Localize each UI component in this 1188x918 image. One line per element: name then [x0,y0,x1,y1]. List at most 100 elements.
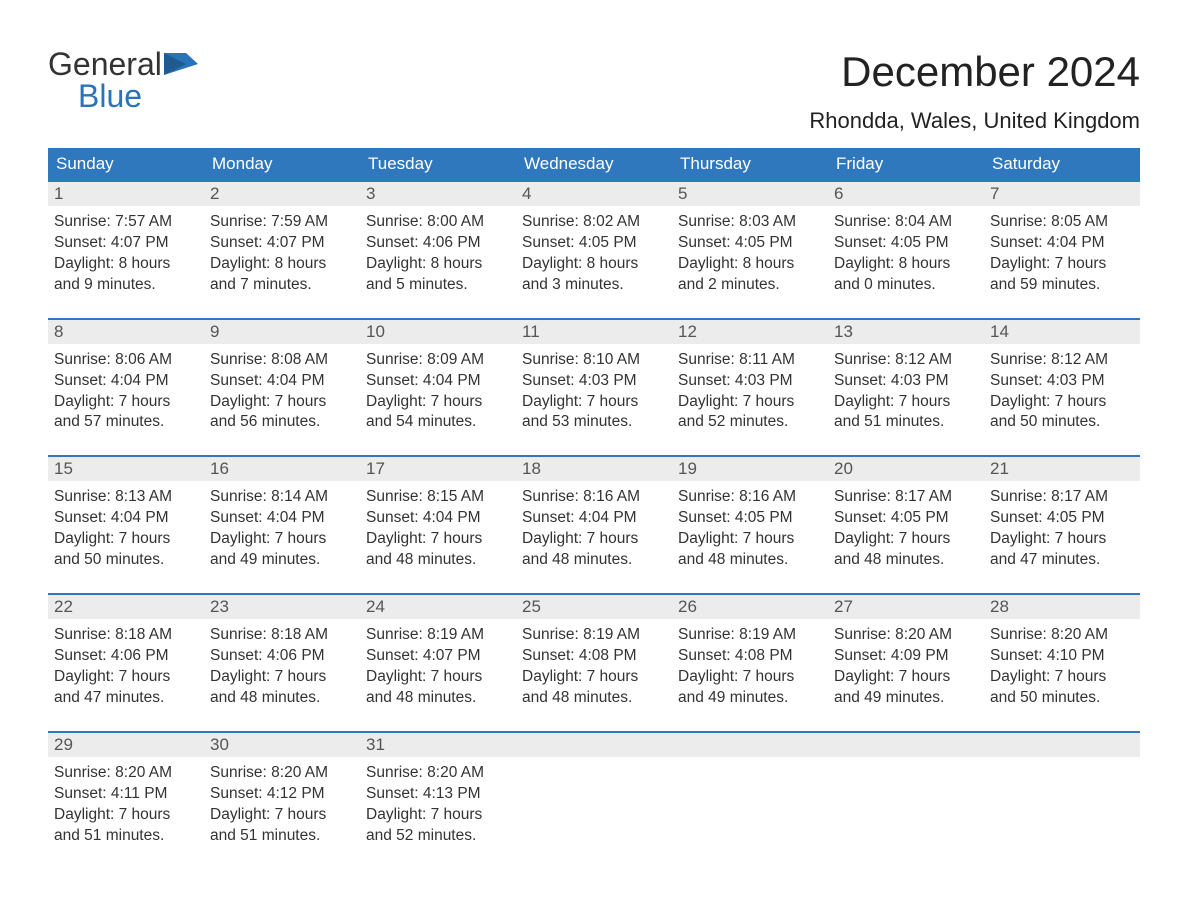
day-body: Sunrise: 8:20 AMSunset: 4:11 PMDaylight:… [48,757,204,851]
weekday-cell: Sunday [48,148,204,180]
daylight-line-2: and 50 minutes. [990,688,1134,709]
day-number: 24 [360,595,516,619]
sunrise-line: Sunrise: 8:10 AM [522,350,666,371]
sunset-line: Sunset: 4:05 PM [990,508,1134,529]
day-cell: 13Sunrise: 8:12 AMSunset: 4:03 PMDayligh… [828,320,984,438]
day-body: Sunrise: 8:15 AMSunset: 4:04 PMDaylight:… [360,481,516,575]
daylight-line-1: Daylight: 7 hours [210,529,354,550]
daylight-line-2: and 52 minutes. [678,412,822,433]
sunrise-line: Sunrise: 7:57 AM [54,212,198,233]
weekday-cell: Thursday [672,148,828,180]
logo: General Blue [48,48,198,112]
day-cell: 30Sunrise: 8:20 AMSunset: 4:12 PMDayligh… [204,733,360,851]
sunset-line: Sunset: 4:06 PM [366,233,510,254]
sunrise-line: Sunrise: 8:19 AM [366,625,510,646]
day-cell: 21Sunrise: 8:17 AMSunset: 4:05 PMDayligh… [984,457,1140,575]
daylight-line-1: Daylight: 7 hours [990,529,1134,550]
weekday-cell: Wednesday [516,148,672,180]
sunset-line: Sunset: 4:13 PM [366,784,510,805]
day-cell: 26Sunrise: 8:19 AMSunset: 4:08 PMDayligh… [672,595,828,713]
sunset-line: Sunset: 4:09 PM [834,646,978,667]
day-body: Sunrise: 8:13 AMSunset: 4:04 PMDaylight:… [48,481,204,575]
day-body: Sunrise: 8:17 AMSunset: 4:05 PMDaylight:… [984,481,1140,575]
day-cell: 22Sunrise: 8:18 AMSunset: 4:06 PMDayligh… [48,595,204,713]
daylight-line-2: and 48 minutes. [366,688,510,709]
daylight-line-1: Daylight: 7 hours [54,392,198,413]
sunrise-line: Sunrise: 8:14 AM [210,487,354,508]
sunset-line: Sunset: 4:10 PM [990,646,1134,667]
daylight-line-1: Daylight: 7 hours [54,805,198,826]
day-number [672,733,828,757]
daylight-line-1: Daylight: 7 hours [54,667,198,688]
daylight-line-1: Daylight: 7 hours [366,392,510,413]
daylight-line-1: Daylight: 7 hours [522,667,666,688]
day-cell: 14Sunrise: 8:12 AMSunset: 4:03 PMDayligh… [984,320,1140,438]
weekday-header-row: Sunday Monday Tuesday Wednesday Thursday… [48,148,1140,180]
day-number: 14 [984,320,1140,344]
day-number: 29 [48,733,204,757]
sunrise-line: Sunrise: 8:17 AM [834,487,978,508]
daylight-line-2: and 51 minutes. [834,412,978,433]
weekday-cell: Tuesday [360,148,516,180]
daylight-line-2: and 9 minutes. [54,275,198,296]
day-number: 9 [204,320,360,344]
day-number: 27 [828,595,984,619]
day-body: Sunrise: 8:20 AMSunset: 4:09 PMDaylight:… [828,619,984,713]
daylight-line-1: Daylight: 7 hours [522,529,666,550]
sunrise-line: Sunrise: 8:20 AM [990,625,1134,646]
day-cell: 31Sunrise: 8:20 AMSunset: 4:13 PMDayligh… [360,733,516,851]
day-number: 17 [360,457,516,481]
daylight-line-2: and 49 minutes. [834,688,978,709]
sunrise-line: Sunrise: 8:02 AM [522,212,666,233]
daylight-line-1: Daylight: 7 hours [366,529,510,550]
daylight-line-1: Daylight: 7 hours [834,667,978,688]
day-body: Sunrise: 8:20 AMSunset: 4:13 PMDaylight:… [360,757,516,851]
day-body: Sunrise: 8:19 AMSunset: 4:08 PMDaylight:… [516,619,672,713]
day-body: Sunrise: 8:14 AMSunset: 4:04 PMDaylight:… [204,481,360,575]
sunset-line: Sunset: 4:05 PM [522,233,666,254]
day-body: Sunrise: 7:57 AMSunset: 4:07 PMDaylight:… [48,206,204,300]
day-cell: 20Sunrise: 8:17 AMSunset: 4:05 PMDayligh… [828,457,984,575]
sunset-line: Sunset: 4:11 PM [54,784,198,805]
day-cell: 29Sunrise: 8:20 AMSunset: 4:11 PMDayligh… [48,733,204,851]
sunset-line: Sunset: 4:04 PM [990,233,1134,254]
sunrise-line: Sunrise: 8:20 AM [54,763,198,784]
weekday-cell: Monday [204,148,360,180]
day-cell [828,733,984,851]
week-row: 8Sunrise: 8:06 AMSunset: 4:04 PMDaylight… [48,318,1140,438]
daylight-line-2: and 59 minutes. [990,275,1134,296]
day-number: 5 [672,182,828,206]
weeks-container: 1Sunrise: 7:57 AMSunset: 4:07 PMDaylight… [48,180,1140,850]
sunrise-line: Sunrise: 8:15 AM [366,487,510,508]
day-body: Sunrise: 8:04 AMSunset: 4:05 PMDaylight:… [828,206,984,300]
daylight-line-2: and 48 minutes. [678,550,822,571]
week-row: 15Sunrise: 8:13 AMSunset: 4:04 PMDayligh… [48,455,1140,575]
daylight-line-2: and 52 minutes. [366,826,510,847]
daylight-line-1: Daylight: 7 hours [54,529,198,550]
sunrise-line: Sunrise: 8:11 AM [678,350,822,371]
day-cell: 12Sunrise: 8:11 AMSunset: 4:03 PMDayligh… [672,320,828,438]
logo-flag-icon [164,53,198,75]
day-cell [672,733,828,851]
sunset-line: Sunset: 4:04 PM [366,508,510,529]
day-number [516,733,672,757]
daylight-line-1: Daylight: 7 hours [990,392,1134,413]
day-cell: 7Sunrise: 8:05 AMSunset: 4:04 PMDaylight… [984,182,1140,300]
sunrise-line: Sunrise: 8:20 AM [834,625,978,646]
day-body: Sunrise: 8:05 AMSunset: 4:04 PMDaylight:… [984,206,1140,300]
sunset-line: Sunset: 4:04 PM [366,371,510,392]
daylight-line-2: and 7 minutes. [210,275,354,296]
sunset-line: Sunset: 4:06 PM [54,646,198,667]
day-number [828,733,984,757]
sunset-line: Sunset: 4:12 PM [210,784,354,805]
sunset-line: Sunset: 4:05 PM [678,233,822,254]
day-number: 21 [984,457,1140,481]
daylight-line-2: and 48 minutes. [210,688,354,709]
daylight-line-2: and 48 minutes. [522,688,666,709]
sunrise-line: Sunrise: 8:18 AM [210,625,354,646]
daylight-line-2: and 50 minutes. [990,412,1134,433]
day-number: 30 [204,733,360,757]
sunset-line: Sunset: 4:04 PM [210,508,354,529]
page-title: December 2024 [809,48,1140,96]
day-body: Sunrise: 8:02 AMSunset: 4:05 PMDaylight:… [516,206,672,300]
